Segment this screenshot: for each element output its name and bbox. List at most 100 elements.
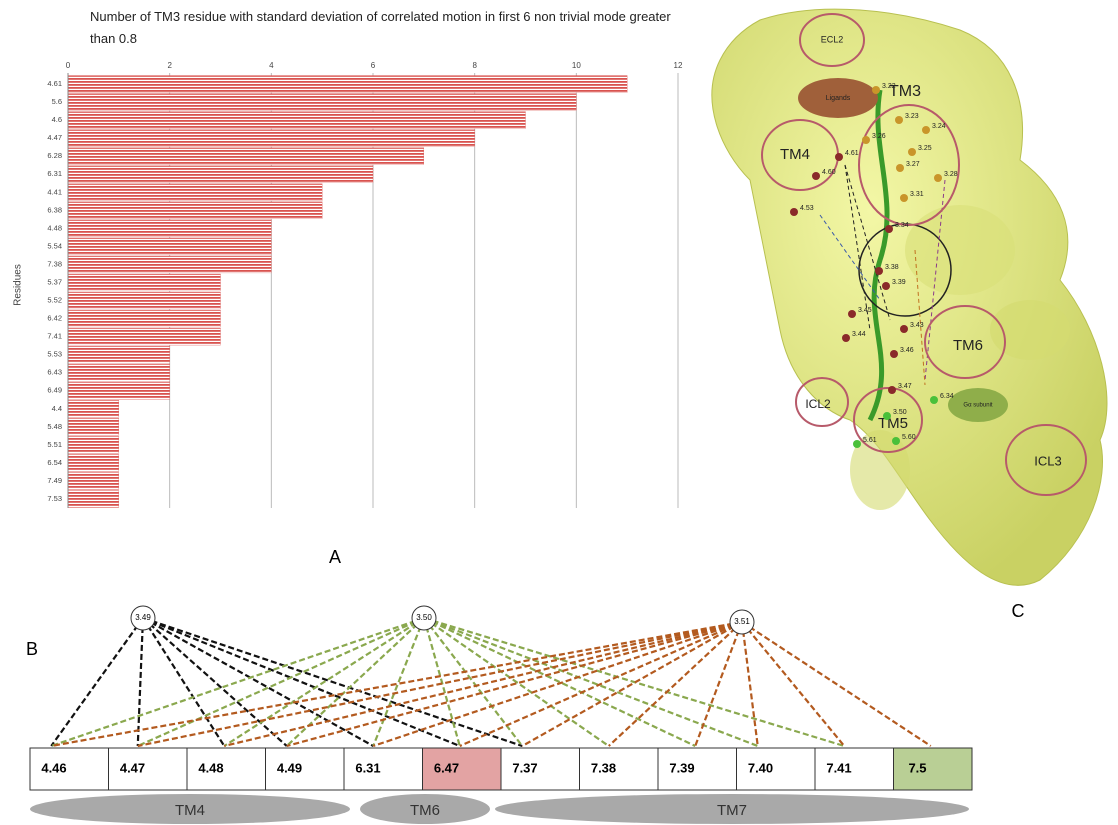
bar [68, 202, 322, 219]
x-tick-label: 6 [371, 61, 376, 70]
residue-atom [882, 282, 890, 290]
correlation-link [51, 618, 424, 746]
residue-atom [900, 194, 908, 202]
residue-number: 6.34 [940, 393, 954, 400]
bar [68, 256, 271, 273]
region-label: ICL2 [805, 397, 831, 411]
source-label: 3.51 [734, 617, 750, 626]
region-label: ICL3 [1034, 453, 1061, 468]
residue-number: 3.34 [895, 222, 909, 229]
residue-label: 6.47 [434, 760, 459, 775]
residue-number: 3.26 [872, 133, 886, 140]
x-tick-label: 0 [66, 61, 71, 70]
correlation-link [424, 618, 609, 746]
bar [68, 364, 170, 381]
y-tick-label: 5.37 [47, 277, 62, 286]
y-tick-label: 5.48 [47, 422, 62, 431]
residue-number: 5.61 [863, 437, 877, 444]
bar [68, 346, 170, 363]
residue-number: 3.47 [898, 383, 912, 390]
y-tick-label: 7.49 [47, 476, 62, 485]
residue-atom [908, 148, 916, 156]
x-tick-label: 10 [572, 61, 581, 70]
residue-atom [888, 386, 896, 394]
panel-label: C [1012, 601, 1025, 621]
bar [68, 148, 424, 165]
chart-title: Number of TM3 residue with standard devi… [90, 6, 690, 50]
y-tick-label: 6.49 [47, 386, 62, 395]
correlation-link [143, 618, 287, 746]
region-label: TM4 [780, 146, 810, 163]
correlation-link [424, 618, 695, 746]
correlation-link [460, 622, 742, 746]
residue-number: 3.45 [858, 307, 872, 314]
residue-number: 3.46 [900, 347, 914, 354]
correlation-link [51, 618, 143, 746]
correlation-link [143, 618, 373, 746]
residue-atom [812, 172, 820, 180]
residue-atom [896, 164, 904, 172]
correlation-link [522, 622, 742, 746]
residue-label: 4.47 [120, 760, 145, 775]
y-tick-label: 4.48 [47, 223, 62, 232]
residue-atom [922, 126, 930, 134]
correlation-link [424, 618, 522, 746]
region-label: ECL2 [821, 34, 844, 44]
y-tick-label: 4.6 [52, 115, 62, 124]
y-tick-label: 5.54 [47, 241, 62, 250]
bar [68, 130, 475, 147]
residue-atom [853, 440, 861, 448]
residue-label: 6.31 [355, 760, 380, 775]
y-tick-label: 7.53 [47, 494, 62, 503]
residue-number: 3.24 [932, 123, 946, 130]
bar [68, 472, 119, 489]
region-label: Ligands [826, 95, 851, 102]
correlation-link [742, 622, 758, 746]
bar [68, 112, 526, 129]
y-tick-label: 6.38 [47, 205, 62, 214]
y-tick-label: 4.41 [47, 187, 62, 196]
y-tick-label: 5.51 [47, 440, 62, 449]
residue-atom [892, 437, 900, 445]
y-tick-label: 6.31 [47, 169, 62, 178]
residue-label: 7.40 [748, 760, 773, 775]
y-tick-label: 6.42 [47, 314, 62, 323]
residue-number: 4.60 [822, 169, 836, 176]
residue-number: 3.27 [906, 161, 920, 168]
panel-label: A [329, 547, 341, 567]
residue-atom [790, 208, 798, 216]
x-tick-label: 4 [269, 61, 274, 70]
bar [68, 454, 119, 471]
residue-label: 4.49 [277, 760, 302, 775]
residue-number: 3.22 [882, 83, 896, 90]
panel-label: B [26, 639, 38, 659]
correlation-link [51, 622, 742, 746]
residue-atom [883, 412, 891, 420]
residue-number: 4.53 [800, 205, 814, 212]
figure-canvas: 4.464.474.484.496.316.477.377.387.397.40… [0, 0, 1118, 825]
region-label: Gα subunit [963, 403, 992, 409]
helix-label: TM6 [410, 802, 440, 819]
y-tick-label: 7.41 [47, 332, 62, 341]
figure: 4.464.474.484.496.316.477.377.387.397.40… [0, 0, 1118, 825]
y-tick-label: 6.54 [47, 458, 62, 467]
helix-label: TM4 [175, 802, 205, 819]
residue-number: 5.60 [902, 434, 916, 441]
residue-atom [875, 267, 883, 275]
residue-atom [890, 350, 898, 358]
bar [68, 274, 221, 291]
bar [68, 166, 373, 183]
region-label: TM5 [878, 415, 908, 432]
y-tick-label: 6.43 [47, 368, 62, 377]
correlation-link [742, 622, 931, 746]
residue-atom [900, 325, 908, 333]
residue-label: 4.48 [198, 760, 223, 775]
y-tick-label: 4.47 [47, 133, 62, 142]
x-tick-label: 8 [472, 61, 477, 70]
residue-atom [895, 116, 903, 124]
x-tick-label: 12 [674, 61, 683, 70]
residue-atom [862, 136, 870, 144]
region-label: TM6 [953, 337, 983, 354]
residue-atom [934, 174, 942, 182]
correlation-link [224, 618, 424, 746]
